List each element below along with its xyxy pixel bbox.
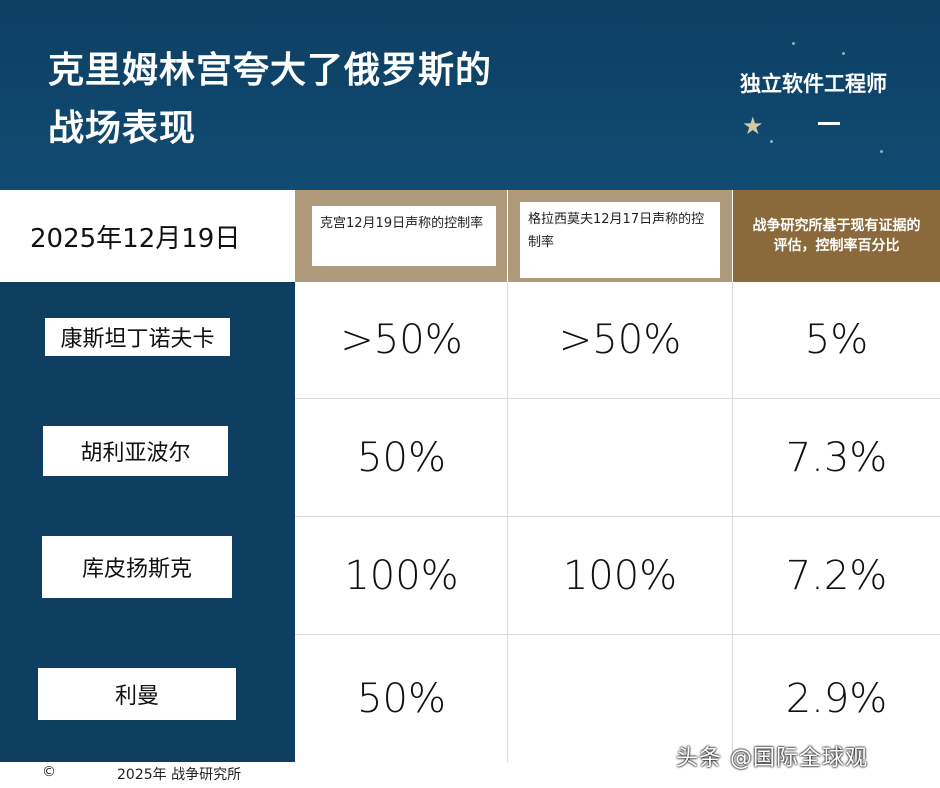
table-cell: 100% (344, 552, 459, 599)
copyright-symbol: © (42, 764, 56, 780)
grid-line (295, 516, 940, 517)
grid-line (732, 282, 733, 762)
source-credit: 2025年 战争研究所 (117, 767, 242, 783)
grid-line (295, 634, 940, 635)
table-cell: 2.9% (785, 675, 888, 722)
row-label-kostiantynivka: 康斯坦丁诺夫卡 (45, 318, 230, 356)
sparkle-decoration (792, 42, 795, 45)
star-icon: ★ (742, 112, 764, 140)
header-banner: 克里姆林宫夸大了俄罗斯的 战场表现 独立软件工程师 ★ (0, 0, 940, 190)
watermark: 头条 @国际全球观 (676, 746, 868, 771)
row-label-lyman: 利曼 (38, 668, 236, 720)
sparkle-decoration (880, 150, 883, 153)
brand-label: 独立软件工程师 (740, 72, 887, 96)
table-cell: 50% (357, 675, 446, 722)
table-cell: >50% (558, 317, 682, 363)
row-label-kupiansk: 库皮扬斯克 (42, 536, 232, 598)
table-cell (508, 399, 732, 516)
table-cell: >50% (340, 317, 463, 363)
grid-line (295, 398, 940, 399)
sparkle-decoration (770, 140, 773, 143)
row-label-huliaipole: 胡利亚波尔 (43, 426, 228, 476)
dash-decoration (818, 122, 840, 125)
table-cell: 50% (357, 434, 446, 481)
column-header-kremlin: 克宫12月19日声称的控制率 (295, 190, 507, 282)
column-header-label: 格拉西莫夫12月17日声称的控制率 (520, 202, 720, 278)
sparkle-decoration (842, 52, 845, 55)
column-header-label: 克宫12月19日声称的控制率 (312, 206, 496, 266)
page-title: 克里姆林宫夸大了俄罗斯的 战场表现 (48, 50, 493, 149)
table-cell: 7.2% (785, 552, 888, 599)
grid-line (507, 282, 508, 762)
date-header: 2025年12月19日 (0, 190, 295, 282)
column-header-gerasimov: 格拉西莫夫12月17日声称的控制率 (508, 190, 732, 282)
table-cell: 100% (562, 552, 678, 599)
table-cell: 5% (804, 317, 869, 363)
table-cell: 7.3% (785, 434, 888, 481)
column-header-isw: 战争研究所基于现有证据的评估，控制率百分比 (733, 190, 940, 282)
